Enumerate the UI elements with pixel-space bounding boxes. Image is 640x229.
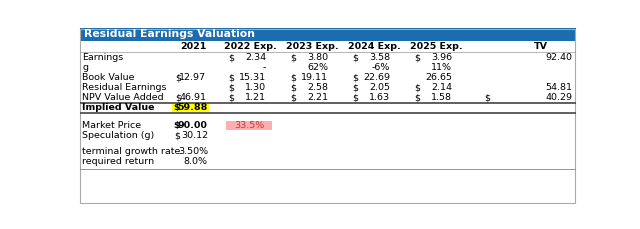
Text: -6%: -6% <box>372 63 390 72</box>
Text: 3.50%: 3.50% <box>178 147 208 156</box>
Text: $: $ <box>290 83 296 93</box>
Text: 1.63: 1.63 <box>369 93 390 102</box>
Text: 2.14: 2.14 <box>431 83 452 93</box>
Text: 2021: 2021 <box>180 42 207 51</box>
Text: $: $ <box>228 74 234 82</box>
Text: 46.91: 46.91 <box>179 93 206 102</box>
Text: $: $ <box>414 83 420 93</box>
Text: 40.29: 40.29 <box>545 93 572 102</box>
Text: g: g <box>83 63 88 72</box>
Text: $: $ <box>173 104 180 112</box>
Text: $: $ <box>352 93 358 102</box>
Text: 30.12: 30.12 <box>180 131 208 140</box>
Text: Speculation (g): Speculation (g) <box>83 131 155 140</box>
FancyBboxPatch shape <box>226 121 272 130</box>
Text: Market Price: Market Price <box>83 121 141 130</box>
Text: $: $ <box>290 53 296 62</box>
Text: 2.21: 2.21 <box>307 93 328 102</box>
Text: 2.05: 2.05 <box>369 83 390 93</box>
Text: $: $ <box>414 53 420 62</box>
Text: 2023 Exp.: 2023 Exp. <box>286 42 339 51</box>
Text: 3.80: 3.80 <box>307 53 328 62</box>
Text: 33.5%: 33.5% <box>234 121 264 130</box>
Text: 15.31: 15.31 <box>239 74 266 82</box>
Text: 2.34: 2.34 <box>245 53 266 62</box>
Text: 90.00: 90.00 <box>178 121 208 130</box>
Text: 26.65: 26.65 <box>425 74 452 82</box>
Text: 1.21: 1.21 <box>245 93 266 102</box>
Text: NPV Value Added: NPV Value Added <box>83 93 164 102</box>
FancyBboxPatch shape <box>80 28 576 41</box>
Text: Implied Value: Implied Value <box>83 104 155 112</box>
Text: -: - <box>262 63 266 72</box>
Text: 59.88: 59.88 <box>177 104 208 112</box>
Text: 1.30: 1.30 <box>245 83 266 93</box>
Text: Residual Earnings: Residual Earnings <box>83 83 167 93</box>
Text: 3.96: 3.96 <box>431 53 452 62</box>
Text: $: $ <box>484 93 490 102</box>
Text: 62%: 62% <box>307 63 328 72</box>
Text: Earnings: Earnings <box>83 53 124 62</box>
Text: $: $ <box>173 121 180 130</box>
Text: Book Value: Book Value <box>83 74 135 82</box>
Text: $: $ <box>414 93 420 102</box>
Text: required return: required return <box>83 157 154 166</box>
Text: 12.97: 12.97 <box>179 74 206 82</box>
Text: $: $ <box>175 74 180 82</box>
Text: 2025 Exp.: 2025 Exp. <box>410 42 463 51</box>
Text: 2024 Exp.: 2024 Exp. <box>348 42 401 51</box>
Text: TV: TV <box>534 42 548 51</box>
Text: $: $ <box>352 74 358 82</box>
Text: 2.58: 2.58 <box>307 83 328 93</box>
Text: $: $ <box>175 93 180 102</box>
Text: terminal growth rate: terminal growth rate <box>83 147 180 156</box>
Text: $: $ <box>290 74 296 82</box>
Text: $: $ <box>228 53 234 62</box>
Text: $: $ <box>352 83 358 93</box>
Text: 19.11: 19.11 <box>301 74 328 82</box>
Text: $: $ <box>290 93 296 102</box>
Text: 8.0%: 8.0% <box>184 157 208 166</box>
Text: 92.40: 92.40 <box>545 53 572 62</box>
Text: $: $ <box>228 93 234 102</box>
Text: $: $ <box>228 83 234 93</box>
Text: 11%: 11% <box>431 63 452 72</box>
Text: 54.81: 54.81 <box>545 83 572 93</box>
Text: $: $ <box>352 53 358 62</box>
Text: 22.69: 22.69 <box>363 74 390 82</box>
Text: 3.58: 3.58 <box>369 53 390 62</box>
FancyBboxPatch shape <box>172 104 209 112</box>
Text: 1.58: 1.58 <box>431 93 452 102</box>
Text: $: $ <box>174 131 180 140</box>
Text: Residual Earnings Valuation: Residual Earnings Valuation <box>84 29 255 39</box>
Text: 2022 Exp.: 2022 Exp. <box>224 42 277 51</box>
